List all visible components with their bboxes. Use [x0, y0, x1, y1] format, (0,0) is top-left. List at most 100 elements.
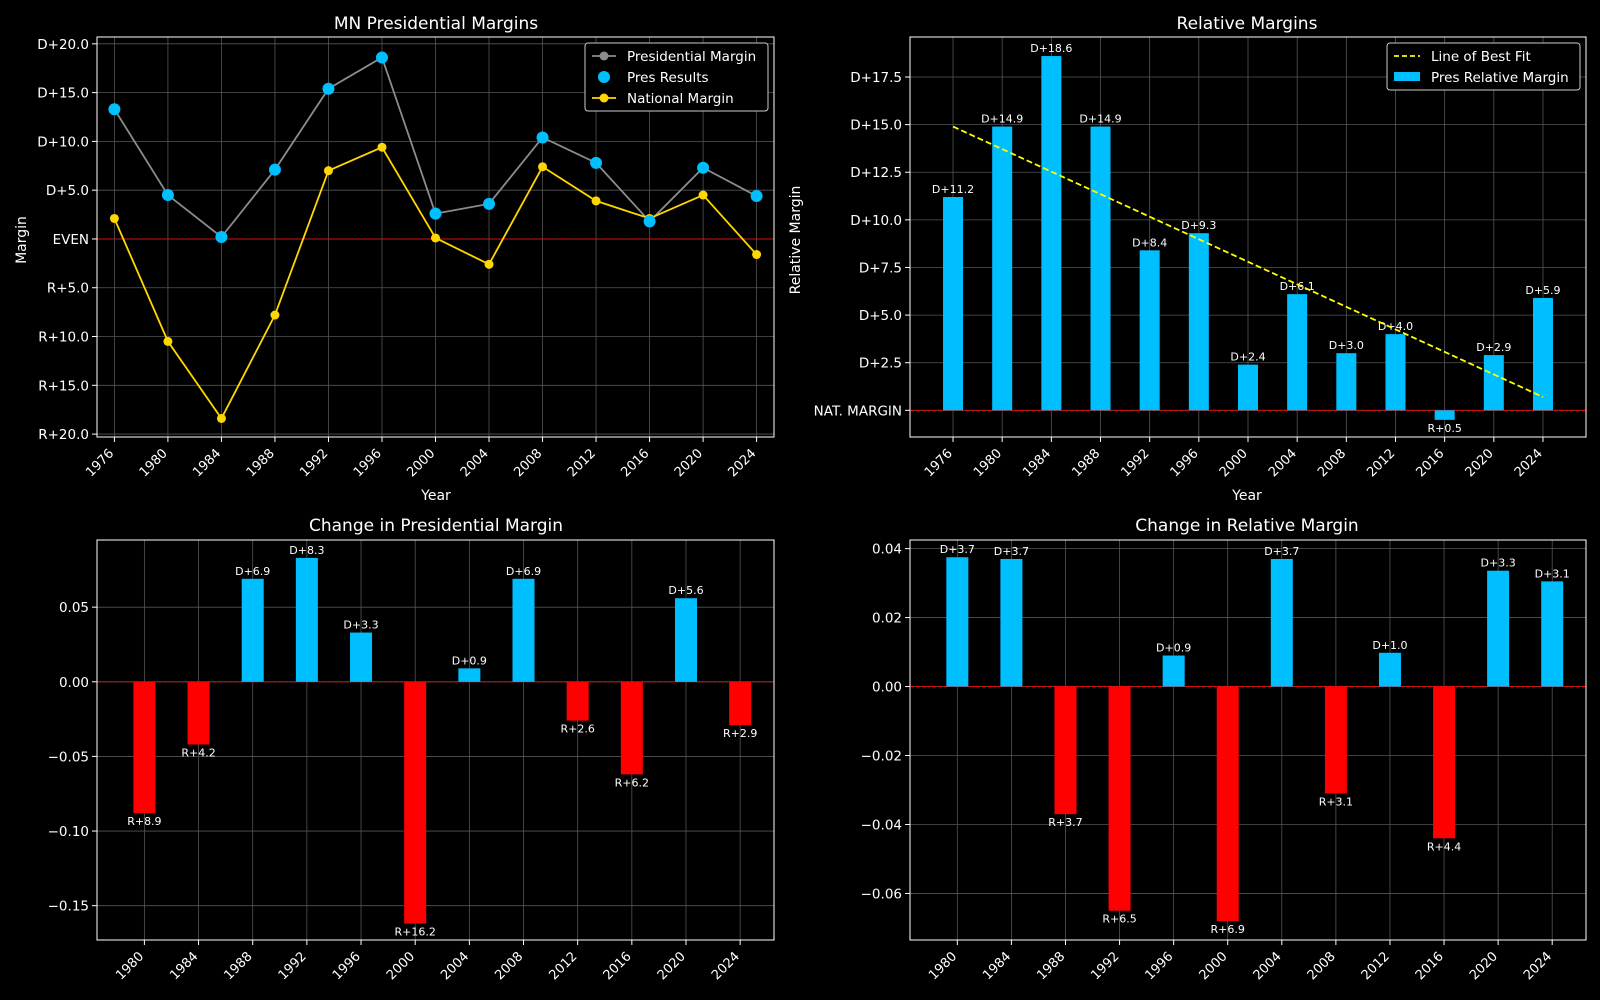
bar-value-label: D+14.9: [981, 113, 1023, 126]
bar: [1434, 410, 1455, 420]
legend-marker-presidential-margin: [599, 51, 609, 61]
bar-value-label: R+8.9: [127, 815, 161, 828]
bar-value-label: D+14.9: [1079, 113, 1121, 126]
plot-area: [97, 51, 774, 423]
plot-frame: [909, 36, 1587, 438]
pres-result-point: [590, 156, 603, 169]
bar: [1238, 364, 1258, 411]
bar: [404, 681, 427, 924]
national-margin-point: [163, 336, 173, 346]
bar-value-label: D+4.0: [1378, 320, 1413, 333]
y-tick-label: −0.02: [861, 749, 902, 765]
relative-margins-chart: Relative Margins Year Relative Margin D+…: [788, 14, 1587, 504]
pres-result-point: [697, 161, 710, 174]
legend-marker-pres-results: [598, 71, 610, 83]
bar: [992, 126, 1013, 411]
bar-value-label: R+6.2: [615, 776, 649, 789]
bar: [512, 578, 535, 682]
y-tick-label: 0.00: [872, 680, 902, 696]
y-tick-label: −0.10: [48, 824, 89, 840]
y-tick-label: D+10.0: [37, 134, 89, 150]
plot-frame: [96, 36, 775, 438]
pres-result-point: [643, 215, 656, 228]
bar-value-label: R+2.9: [723, 727, 757, 740]
pres-result-point: [322, 82, 335, 95]
legend-label-national-margin: National Margin: [627, 91, 734, 107]
bar-value-label: D+3.3: [343, 619, 378, 632]
legend-marker-national-margin: [599, 93, 609, 103]
y-tick-label: D+12.5: [850, 165, 902, 181]
y-axis-label: Relative Margin: [788, 186, 804, 295]
bar: [1385, 334, 1406, 411]
bar: [1216, 686, 1239, 922]
national-margin-point: [591, 196, 601, 206]
bar-value-label: D+5.9: [1525, 284, 1560, 297]
y-tick-label: D+17.5: [850, 70, 902, 86]
legend-box: [584, 42, 769, 112]
bar-value-label: R+2.6: [560, 723, 594, 736]
bar-value-label: D+1.0: [1372, 639, 1407, 652]
chart-title: Change in Presidential Margin: [309, 516, 563, 536]
x-axis-label: Year: [1231, 488, 1262, 504]
bar: [1287, 294, 1308, 411]
bar-value-label: R+4.2: [181, 746, 215, 759]
bar-value-label: R+6.5: [1102, 913, 1136, 926]
y-tick-label: R+15.0: [38, 378, 89, 394]
legend-label-pres-results: Pres Results: [627, 70, 709, 86]
bar-value-label: D+8.3: [289, 544, 324, 557]
bar: [1041, 56, 1062, 411]
bar: [1433, 686, 1456, 839]
pres-result-point: [750, 190, 763, 203]
legend-label-presidential-margin: Presidential Margin: [627, 49, 756, 65]
pres-result-point: [268, 163, 281, 176]
y-tick-label: D+2.5: [859, 356, 902, 372]
y-tick-label: 0.00: [59, 675, 89, 691]
y-tick-label: D+15.0: [850, 118, 902, 134]
bar: [1270, 558, 1293, 687]
legend: Line of Best Fit Pres Relative Margin: [1386, 42, 1581, 91]
bar-value-label: R+3.7: [1048, 816, 1082, 829]
bar: [1188, 233, 1209, 411]
bar: [187, 681, 210, 745]
bar: [620, 681, 643, 775]
national-margin-point: [216, 413, 226, 423]
national-margin-point: [109, 213, 119, 223]
y-tick-label: 0.04: [872, 542, 902, 558]
bar-value-label: D+3.7: [940, 543, 975, 556]
legend-label-relative-margin: Pres Relative Margin: [1431, 70, 1569, 86]
y-tick-label: −0.15: [48, 899, 89, 915]
y-tick-label: R+20.0: [38, 427, 89, 443]
plot-frame: [909, 539, 1587, 941]
best-fit-line: [952, 125, 1544, 398]
national-margin-point: [538, 162, 548, 172]
bar: [1162, 655, 1185, 687]
bar: [1532, 297, 1553, 411]
bar: [946, 557, 969, 687]
bar: [295, 557, 318, 682]
national-margin-point: [377, 142, 387, 152]
pres-result-point: [375, 51, 388, 64]
pres-result-point: [536, 131, 549, 144]
bar: [1054, 686, 1077, 815]
bar-value-label: D+3.1: [1535, 567, 1570, 580]
y-tick-label: R+5.0: [47, 281, 89, 297]
chart-title: MN Presidential Margins: [334, 14, 538, 34]
bar-value-label: D+8.4: [1132, 236, 1167, 249]
bar: [1139, 250, 1160, 411]
bar: [1483, 355, 1504, 411]
y-tick-label: D+5.0: [859, 308, 902, 324]
bar-value-label: R+3.1: [1319, 795, 1353, 808]
y-tick-label: −0.05: [48, 749, 89, 765]
y-tick-label: D+15.0: [37, 86, 89, 102]
plot-area: D+11.2 D+14.9 D+18.6 D+14.9 D+8.4 D+9.3 D+2.4 D…: [910, 42, 1586, 435]
bar-value-label: R+16.2: [395, 926, 436, 939]
y-axis-label: Margin: [14, 216, 30, 264]
bar-value-label: D+3.7: [1264, 545, 1299, 558]
bar: [241, 578, 264, 682]
pres-result-point: [108, 103, 121, 116]
bar-value-label: R+0.5: [1427, 422, 1461, 435]
bar-value-label: D+11.2: [932, 183, 974, 196]
y-tick-label: D+5.0: [46, 183, 89, 199]
